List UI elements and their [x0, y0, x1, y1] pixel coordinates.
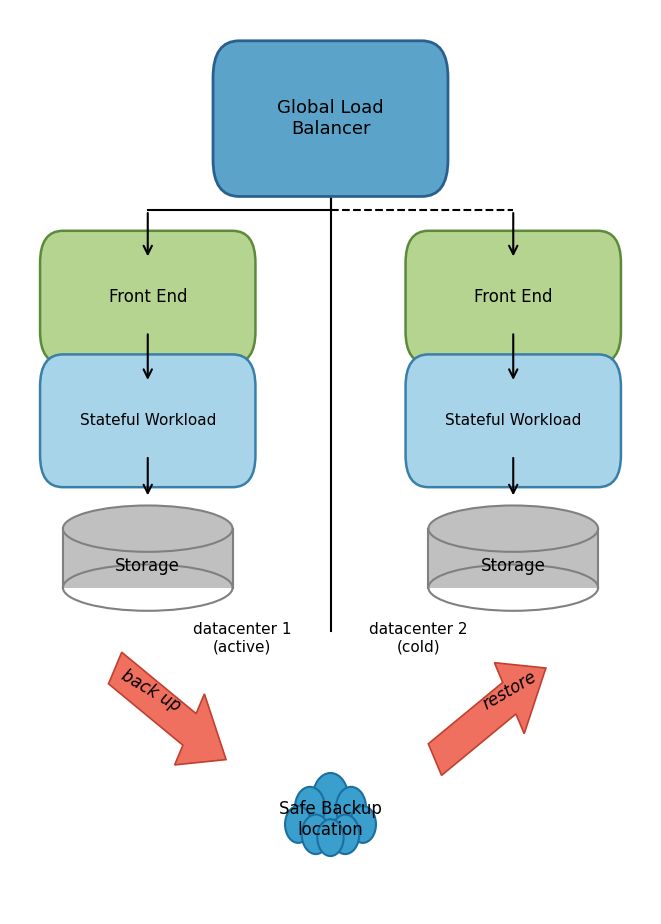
FancyBboxPatch shape	[40, 231, 255, 363]
Circle shape	[295, 787, 325, 829]
Circle shape	[313, 773, 348, 823]
Text: back up: back up	[118, 666, 184, 715]
Text: Front End: Front End	[474, 288, 553, 306]
FancyBboxPatch shape	[406, 231, 621, 363]
Text: datacenter 1
(active): datacenter 1 (active)	[193, 622, 292, 654]
Text: Storage: Storage	[115, 556, 180, 575]
FancyBboxPatch shape	[40, 355, 255, 487]
Circle shape	[317, 820, 344, 856]
Polygon shape	[108, 652, 226, 765]
Text: datacenter 2
(cold): datacenter 2 (cold)	[369, 622, 468, 654]
Ellipse shape	[428, 505, 598, 552]
Polygon shape	[428, 663, 546, 775]
Polygon shape	[63, 529, 233, 588]
Circle shape	[285, 806, 311, 843]
Circle shape	[331, 815, 360, 854]
Circle shape	[350, 806, 376, 843]
Ellipse shape	[63, 505, 233, 552]
Text: Global Load
Balancer: Global Load Balancer	[277, 99, 384, 138]
Text: restore: restore	[480, 668, 540, 713]
Circle shape	[336, 787, 366, 829]
Text: Stateful Workload: Stateful Workload	[79, 413, 216, 429]
Text: Front End: Front End	[108, 288, 187, 306]
FancyBboxPatch shape	[213, 41, 448, 197]
Text: Storage: Storage	[481, 556, 546, 575]
Circle shape	[301, 815, 330, 854]
FancyBboxPatch shape	[406, 355, 621, 487]
Polygon shape	[428, 529, 598, 588]
Text: Safe Backup
location: Safe Backup location	[279, 799, 382, 838]
Text: Stateful Workload: Stateful Workload	[445, 413, 582, 429]
